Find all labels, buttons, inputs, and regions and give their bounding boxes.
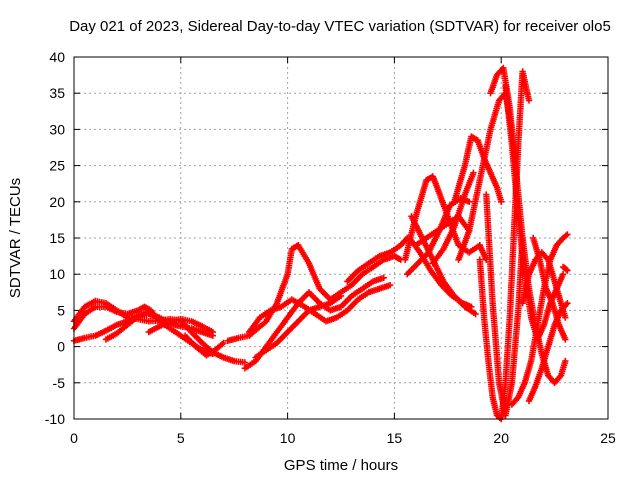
y-tick-label: 40 bbox=[49, 49, 65, 65]
data-markers bbox=[181, 332, 227, 359]
data-markers bbox=[530, 234, 569, 343]
series-track-4 bbox=[102, 310, 216, 343]
series-track-22 bbox=[487, 64, 569, 386]
y-tick-label: 30 bbox=[49, 121, 65, 137]
data-markers bbox=[246, 281, 394, 336]
y-tick-label: 25 bbox=[49, 158, 65, 174]
data-markers bbox=[429, 169, 477, 267]
series-track-6 bbox=[181, 332, 227, 359]
x-tick-label: 15 bbox=[387, 430, 403, 446]
y-tick-label: 20 bbox=[49, 194, 65, 210]
data-markers bbox=[483, 191, 526, 419]
y-tick-label: -10 bbox=[45, 411, 65, 427]
x-tick-label: 0 bbox=[70, 430, 78, 446]
x-tick-label: 5 bbox=[177, 430, 185, 446]
x-tick-label: 25 bbox=[600, 430, 616, 446]
data-markers bbox=[102, 310, 216, 343]
series-track-10 bbox=[246, 281, 394, 336]
y-tick-label: 5 bbox=[57, 302, 65, 318]
x-tick-label: 10 bbox=[280, 430, 296, 446]
series-track-28 bbox=[559, 263, 571, 274]
series-track-25 bbox=[519, 249, 569, 321]
series-track-17 bbox=[429, 169, 477, 267]
y-tick-label: 10 bbox=[49, 266, 65, 282]
data-markers bbox=[487, 64, 569, 386]
y-axis-label: SDTVAR / TECUs bbox=[7, 178, 24, 298]
series-track-11 bbox=[344, 234, 411, 285]
data-markers bbox=[559, 263, 571, 274]
x-tick-label: 20 bbox=[493, 430, 509, 446]
y-tick-label: 35 bbox=[49, 85, 65, 101]
chart-title: Day 021 of 2023, Sidereal Day-to-day VTE… bbox=[69, 18, 611, 35]
plot-frame bbox=[73, 56, 609, 420]
series-track-5 bbox=[145, 315, 216, 336]
data-markers bbox=[145, 315, 216, 336]
tick-layer: 0 5 10 15 20 25 -10 -5 0 5 10 15 20 25 30 35 40 bbox=[45, 49, 616, 446]
series-layer bbox=[70, 64, 571, 423]
y-tick-label: 0 bbox=[57, 339, 65, 355]
data-markers bbox=[519, 249, 569, 321]
x-axis-label: GPS time / hours bbox=[284, 457, 398, 474]
series-track-21 bbox=[483, 191, 526, 419]
y-tick-label: -5 bbox=[53, 375, 66, 391]
y-tick-label: 15 bbox=[49, 230, 65, 246]
data-markers bbox=[344, 234, 411, 285]
series-track-27 bbox=[530, 234, 569, 343]
